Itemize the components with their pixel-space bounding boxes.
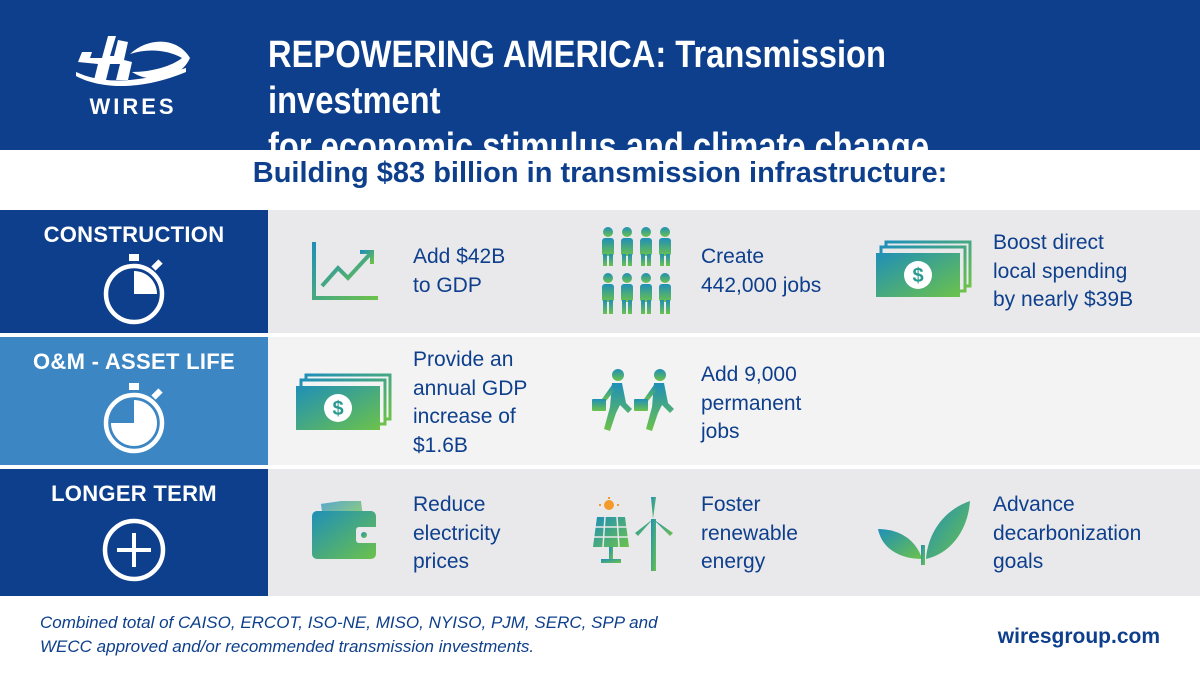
money-stack-icon: $: [296, 373, 392, 430]
money-stack-icon: $: [876, 240, 972, 297]
title-line-1: REPOWERING AMERICA: Transmission investm…: [268, 34, 886, 122]
title-line-2: for economic stimulus and climate change: [268, 126, 930, 168]
row-label-longer-term: LONGER TERM: [0, 469, 268, 596]
row-longer-term: LONGER TERM Reduce electricity prices: [0, 469, 1200, 596]
growth-chart-icon: [312, 242, 378, 300]
header-banner: WIRES REPOWERING AMERICA: Transmission i…: [0, 0, 1200, 168]
wires-logo-icon: [76, 36, 190, 86]
item-text: Create 442,000 jobs: [701, 245, 822, 297]
subtitle: Building $83 billion in transmission inf…: [252, 157, 948, 189]
item-text: Boost direct local spending by nearly $3…: [993, 231, 1134, 311]
item-text: Add 9,000 permanent jobs: [701, 363, 802, 443]
website-link[interactable]: wiresgroup.com: [997, 625, 1160, 648]
item-text: Add $42B to GDP: [413, 245, 506, 297]
row-label-text: CONSTRUCTION: [43, 222, 225, 247]
plus-circle-icon: [102, 518, 166, 582]
people-group-icon: [602, 227, 671, 314]
footnote: Combined total of CAISO, ERCOT, ISO-NE, …: [40, 611, 658, 659]
item-text: Advance decarbonization goals: [993, 493, 1142, 573]
footnote-line-2: WECC approved and/or recommended transmi…: [40, 637, 535, 656]
row-label-om: O&M - ASSET LIFE: [0, 337, 268, 465]
page-title: REPOWERING AMERICA: Transmission investm…: [268, 32, 1042, 170]
logo-text: WIRES: [89, 94, 177, 119]
row-om-asset-life: O&M - ASSET LIFE $ Provide an annual GDP…: [0, 337, 1200, 465]
item-text: Reduce electricity prices: [413, 493, 501, 573]
item-text: Foster renewable energy: [701, 493, 798, 573]
stopwatch-quarter-icon: [103, 254, 165, 325]
leaf-sprout-icon: [878, 501, 970, 565]
row-body-om: $ Provide an annual GDP increase of $1.6…: [268, 337, 1200, 465]
row-label-text: LONGER TERM: [51, 481, 217, 506]
wires-logo: WIRES: [68, 28, 198, 128]
solar-wind-icon: [593, 497, 673, 571]
wallet-icon: [312, 501, 380, 559]
item-text: Provide an annual GDP increase of $1.6B: [413, 348, 528, 457]
row-label-construction: CONSTRUCTION: [0, 210, 268, 333]
footnote-line-1: Combined total of CAISO, ERCOT, ISO-NE, …: [40, 613, 658, 632]
row-label-text: O&M - ASSET LIFE: [33, 349, 235, 374]
row-body-construction: Add $42B to GDP Create 442,000 jobs: [268, 210, 1200, 333]
walking-workers-icon: [592, 369, 674, 431]
svg-text:$: $: [332, 398, 343, 420]
svg-text:$: $: [912, 265, 923, 287]
row-construction: CONSTRUCTION Add $42B to GDP: [0, 210, 1200, 333]
stopwatch-three-quarter-icon: [103, 383, 165, 454]
row-body-longer-term: Reduce electricity prices: [268, 469, 1200, 596]
